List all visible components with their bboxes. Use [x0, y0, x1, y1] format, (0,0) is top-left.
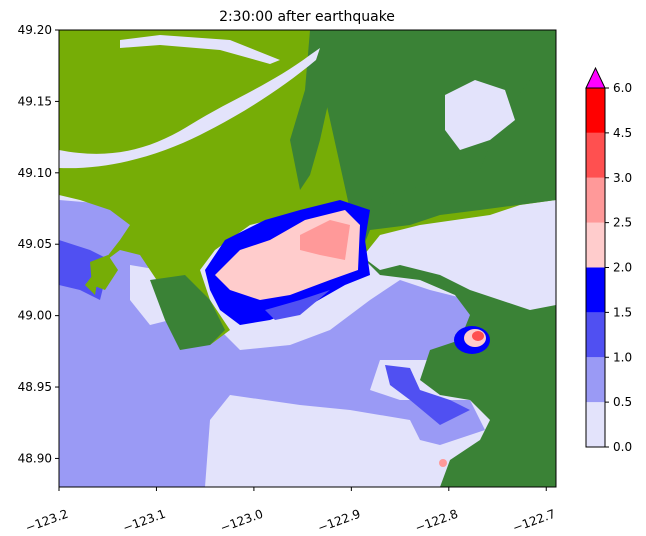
map-axes: [58, 29, 557, 488]
fraser-river-channel: [59, 48, 320, 169]
colorbar-segment: [586, 177, 605, 223]
colorbar-tick-label: 1.5: [613, 305, 632, 319]
colorbar-segment: [586, 267, 605, 313]
upland-hills: [290, 30, 350, 190]
y-tick-label: 48.90: [18, 451, 52, 465]
hotspot-south: [439, 459, 447, 467]
water-band-1.0-1.5-b: [385, 365, 470, 425]
flood-depth-1.0-1.5: [265, 290, 330, 320]
island-west: [90, 255, 118, 290]
colorbar-segment: [586, 312, 605, 358]
y-tick-label: 49.05: [18, 237, 52, 251]
colorbar-extend-arrow: [585, 66, 606, 89]
colorbar-tick-label: 3.0: [613, 171, 632, 185]
colorbar-segment: [586, 88, 605, 133]
y-tick-label: 49.15: [18, 94, 52, 108]
water-band-0.5-1.0: [59, 200, 485, 487]
colorbar-tick-label: 6.0: [613, 81, 632, 95]
colorbar-tick-label: 0.0: [613, 440, 632, 454]
colorbar-segment: [586, 132, 605, 178]
flood-depth-2.5-3.0: [300, 220, 350, 260]
upland-point: [150, 275, 225, 350]
y-tick-label: 48.95: [18, 380, 52, 394]
colorbar-tick-label: 2.5: [613, 216, 632, 230]
colorbar-tick-label: 0.5: [613, 395, 632, 409]
plot-title: 2:30:00 after earthquake: [219, 9, 395, 25]
hotspot-core: [472, 331, 484, 341]
x-tick-label: −123.2: [23, 507, 70, 535]
x-tick-label: −123.1: [121, 507, 168, 535]
x-tick-label: −122.7: [511, 507, 558, 535]
x-tick-label: −122.8: [413, 507, 460, 535]
colorbar-tick-label: 2.0: [613, 261, 632, 275]
river-channel-north: [120, 35, 280, 64]
y-tick-label: 49.20: [18, 23, 52, 37]
x-tick-label: −122.9: [316, 507, 363, 535]
axes-frame: [58, 29, 557, 488]
colorbar-segment: [586, 357, 605, 403]
y-tick-label: 49.10: [18, 166, 52, 180]
colorbar: 0.0 0.5 1.0 1.5 2.0 2.5 3.0 4.5 6.0: [585, 66, 632, 454]
x-axis: −123.2 −123.1 −123.0 −122.9 −122.8 −122.7: [23, 487, 557, 535]
colorbar-tick-label: 1.0: [613, 350, 632, 364]
y-axis: 48.90 48.95 49.00 49.05 49.10 49.15 49.20: [18, 23, 59, 465]
x-tick-label: −123.0: [218, 507, 265, 535]
map-raster: [59, 30, 556, 487]
lake: [445, 80, 515, 150]
y-tick-label: 49.00: [18, 309, 52, 323]
colorbar-segment: [586, 402, 605, 447]
colorbar-tick-label: 4.5: [613, 126, 632, 140]
colorbar-segment: [586, 222, 605, 268]
